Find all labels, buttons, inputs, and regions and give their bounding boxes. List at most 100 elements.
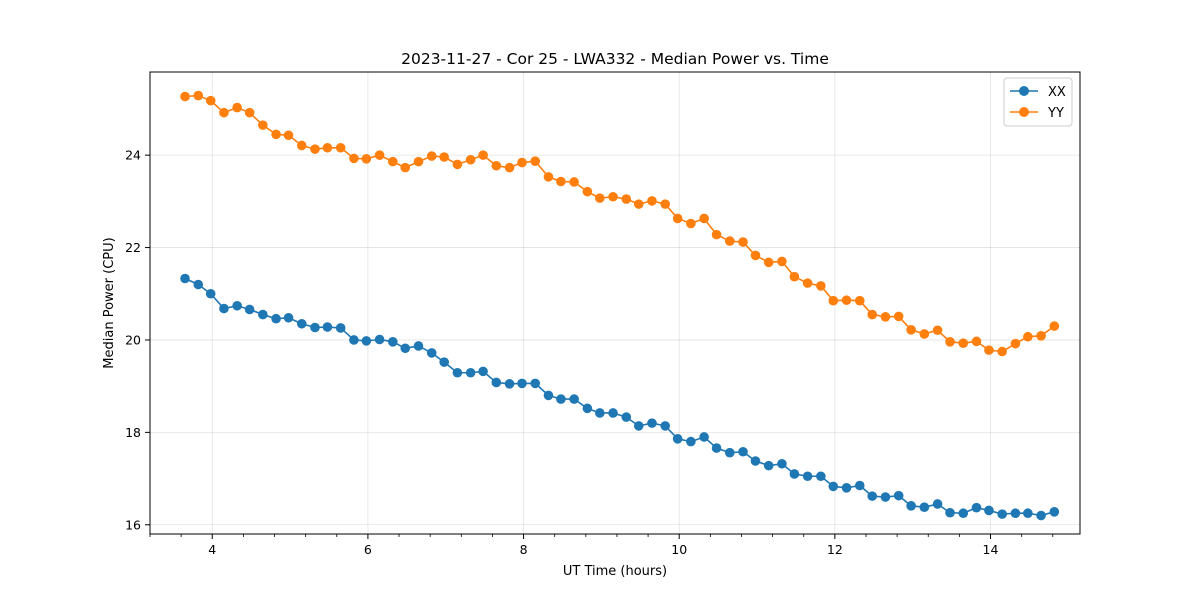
- grid: [150, 72, 1080, 534]
- data-point-yy: [997, 346, 1007, 357]
- data-point-yy: [374, 150, 385, 160]
- data-point-xx: [854, 480, 865, 491]
- data-point-yy: [880, 312, 891, 322]
- data-point-yy: [439, 152, 449, 162]
- data-point-yy: [672, 213, 683, 224]
- data-point-xx: [906, 501, 916, 511]
- x-axis-label: UT Time (hours): [563, 564, 667, 579]
- data-point-xx: [361, 336, 372, 346]
- data-point-xx: [633, 421, 644, 431]
- data-point-xx: [439, 357, 449, 367]
- x-tick-label: 6: [364, 542, 372, 557]
- data-point-xx: [569, 394, 579, 404]
- data-point-xx: [763, 460, 774, 471]
- data-point-xx: [543, 390, 554, 401]
- data-point-xx: [582, 403, 593, 414]
- data-point-yy: [958, 338, 969, 348]
- data-point-yy: [763, 257, 774, 268]
- plot-area-frame: [149, 71, 1081, 535]
- data-point-xx: [621, 412, 632, 422]
- data-point-xx: [530, 378, 541, 389]
- legend-label-xx: XX: [1048, 85, 1066, 100]
- data-point-xx: [1010, 508, 1021, 519]
- legend-marker-yy: [1019, 107, 1029, 117]
- data-point-yy: [388, 156, 398, 167]
- legend-marker-xx: [1019, 86, 1029, 96]
- data-point-xx: [413, 341, 424, 351]
- data-point-xx: [465, 367, 476, 378]
- data-point-xx: [750, 456, 761, 466]
- data-point-yy: [219, 107, 229, 118]
- data-point-yy: [517, 157, 527, 168]
- data-point-yy: [984, 345, 994, 355]
- x-tick-label: 12: [827, 542, 843, 557]
- data-point-xx: [388, 337, 398, 347]
- data-point-yy: [699, 213, 709, 224]
- data-point-yy: [789, 271, 800, 282]
- series-xx: [180, 273, 1060, 521]
- data-point-yy: [283, 130, 294, 141]
- y-axis: 16 18 20 22 24: [125, 148, 150, 532]
- data-point-yy: [452, 159, 463, 170]
- data-point-xx: [400, 343, 411, 354]
- data-point-xx: [426, 348, 437, 358]
- data-point-xx: [517, 378, 527, 389]
- data-point-xx: [738, 446, 748, 457]
- data-point-xx: [841, 483, 852, 493]
- data-point-xx: [1036, 510, 1046, 521]
- data-point-xx: [374, 334, 385, 345]
- data-point-xx: [310, 322, 320, 333]
- data-point-xx: [647, 418, 657, 428]
- data-point-yy: [205, 95, 216, 106]
- data-point-yy: [413, 156, 424, 167]
- data-point-yy: [335, 142, 346, 153]
- data-point-xx: [802, 471, 813, 482]
- data-point-xx: [919, 502, 930, 512]
- data-point-yy: [919, 329, 930, 339]
- y-tick-label: 16: [125, 517, 141, 532]
- data-point-xx: [180, 273, 190, 284]
- data-point-yy: [180, 91, 190, 102]
- data-point-xx: [686, 436, 696, 447]
- series-yy: [180, 90, 1060, 357]
- data-point-xx: [932, 499, 943, 509]
- data-point-xx: [672, 434, 683, 444]
- data-point-yy: [750, 250, 761, 261]
- data-point-xx: [880, 492, 891, 502]
- series-layer: [180, 90, 1060, 521]
- data-point-yy: [504, 162, 515, 173]
- data-point-yy: [595, 193, 605, 203]
- data-point-yy: [945, 337, 955, 347]
- data-point-yy: [271, 129, 281, 140]
- data-point-yy: [608, 191, 618, 202]
- data-point-yy: [310, 144, 320, 154]
- data-point-yy: [193, 90, 204, 101]
- data-point-xx: [971, 502, 982, 513]
- data-point-yy: [582, 186, 593, 197]
- data-point-xx: [556, 394, 566, 404]
- data-point-xx: [958, 508, 969, 519]
- data-point-yy: [867, 309, 878, 320]
- data-point-xx: [660, 421, 670, 431]
- data-point-yy: [322, 142, 333, 153]
- data-point-yy: [686, 218, 696, 229]
- data-point-yy: [906, 325, 916, 335]
- data-point-xx: [258, 309, 268, 320]
- data-point-xx: [335, 323, 346, 333]
- data-point-xx: [322, 322, 333, 332]
- data-point-yy: [777, 256, 787, 267]
- y-tick-label: 24: [125, 148, 141, 163]
- data-point-xx: [283, 312, 294, 323]
- data-point-xx: [608, 408, 618, 418]
- data-point-yy: [738, 237, 748, 247]
- data-point-yy: [465, 154, 476, 165]
- data-point-xx: [595, 408, 605, 418]
- data-point-yy: [647, 196, 657, 206]
- data-point-xx: [1049, 507, 1060, 517]
- data-point-xx: [219, 303, 229, 314]
- data-point-xx: [699, 432, 709, 442]
- x-tick-label: 8: [520, 542, 528, 557]
- data-point-xx: [1023, 508, 1033, 519]
- data-point-xx: [984, 505, 994, 516]
- data-point-yy: [244, 107, 255, 118]
